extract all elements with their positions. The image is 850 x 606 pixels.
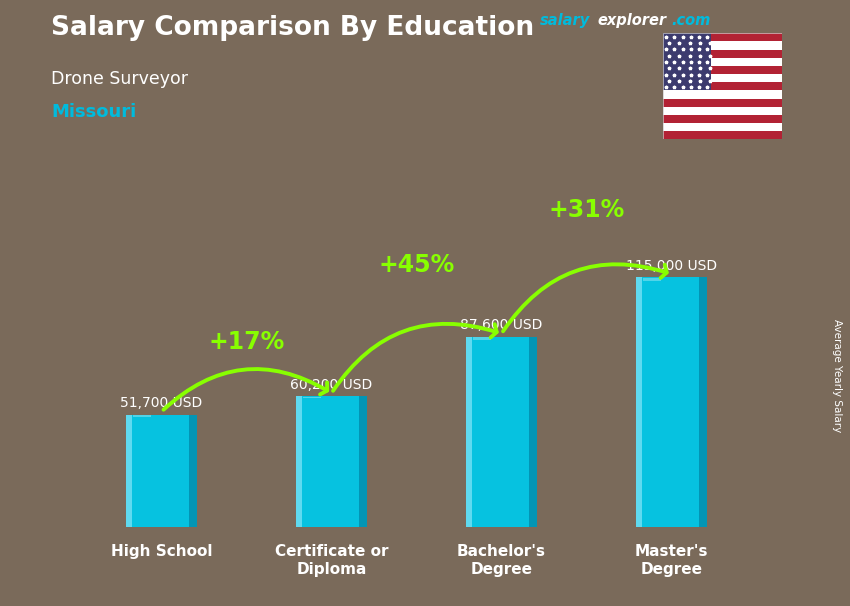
Text: 115,000 USD: 115,000 USD bbox=[626, 259, 717, 273]
FancyBboxPatch shape bbox=[126, 415, 132, 527]
Text: Drone Surveyor: Drone Surveyor bbox=[51, 70, 188, 88]
Bar bbox=[663, 58, 782, 66]
FancyBboxPatch shape bbox=[636, 278, 642, 527]
FancyBboxPatch shape bbox=[473, 338, 490, 340]
Text: 51,700 USD: 51,700 USD bbox=[121, 396, 202, 410]
FancyBboxPatch shape bbox=[699, 278, 707, 527]
Bar bbox=[663, 33, 711, 90]
FancyBboxPatch shape bbox=[133, 415, 150, 416]
Bar bbox=[663, 90, 782, 99]
Bar bbox=[663, 82, 782, 90]
Bar bbox=[663, 132, 782, 139]
Bar bbox=[663, 107, 782, 115]
Bar bbox=[663, 41, 782, 50]
Bar bbox=[663, 115, 782, 123]
Text: +17%: +17% bbox=[208, 330, 285, 354]
FancyBboxPatch shape bbox=[466, 337, 472, 527]
FancyBboxPatch shape bbox=[466, 337, 537, 527]
Text: +31%: +31% bbox=[548, 198, 625, 222]
Bar bbox=[663, 74, 782, 82]
Text: 60,200 USD: 60,200 USD bbox=[291, 378, 372, 391]
Text: salary: salary bbox=[540, 13, 590, 28]
FancyBboxPatch shape bbox=[643, 278, 660, 281]
FancyBboxPatch shape bbox=[359, 396, 367, 527]
FancyBboxPatch shape bbox=[126, 415, 197, 527]
Text: .com: .com bbox=[672, 13, 711, 28]
Bar bbox=[663, 99, 782, 107]
Bar bbox=[663, 33, 782, 41]
FancyBboxPatch shape bbox=[189, 415, 197, 527]
FancyBboxPatch shape bbox=[296, 396, 302, 527]
Text: Salary Comparison By Education: Salary Comparison By Education bbox=[51, 15, 534, 41]
Text: +45%: +45% bbox=[378, 253, 455, 277]
Text: explorer: explorer bbox=[598, 13, 666, 28]
FancyBboxPatch shape bbox=[529, 337, 537, 527]
FancyBboxPatch shape bbox=[296, 396, 367, 527]
Bar bbox=[663, 66, 782, 74]
Text: Average Yearly Salary: Average Yearly Salary bbox=[832, 319, 842, 432]
Text: Missouri: Missouri bbox=[51, 103, 136, 121]
Bar bbox=[663, 123, 782, 132]
Bar bbox=[663, 50, 782, 58]
Text: 87,600 USD: 87,600 USD bbox=[461, 318, 542, 332]
FancyBboxPatch shape bbox=[303, 397, 320, 398]
FancyBboxPatch shape bbox=[636, 278, 707, 527]
